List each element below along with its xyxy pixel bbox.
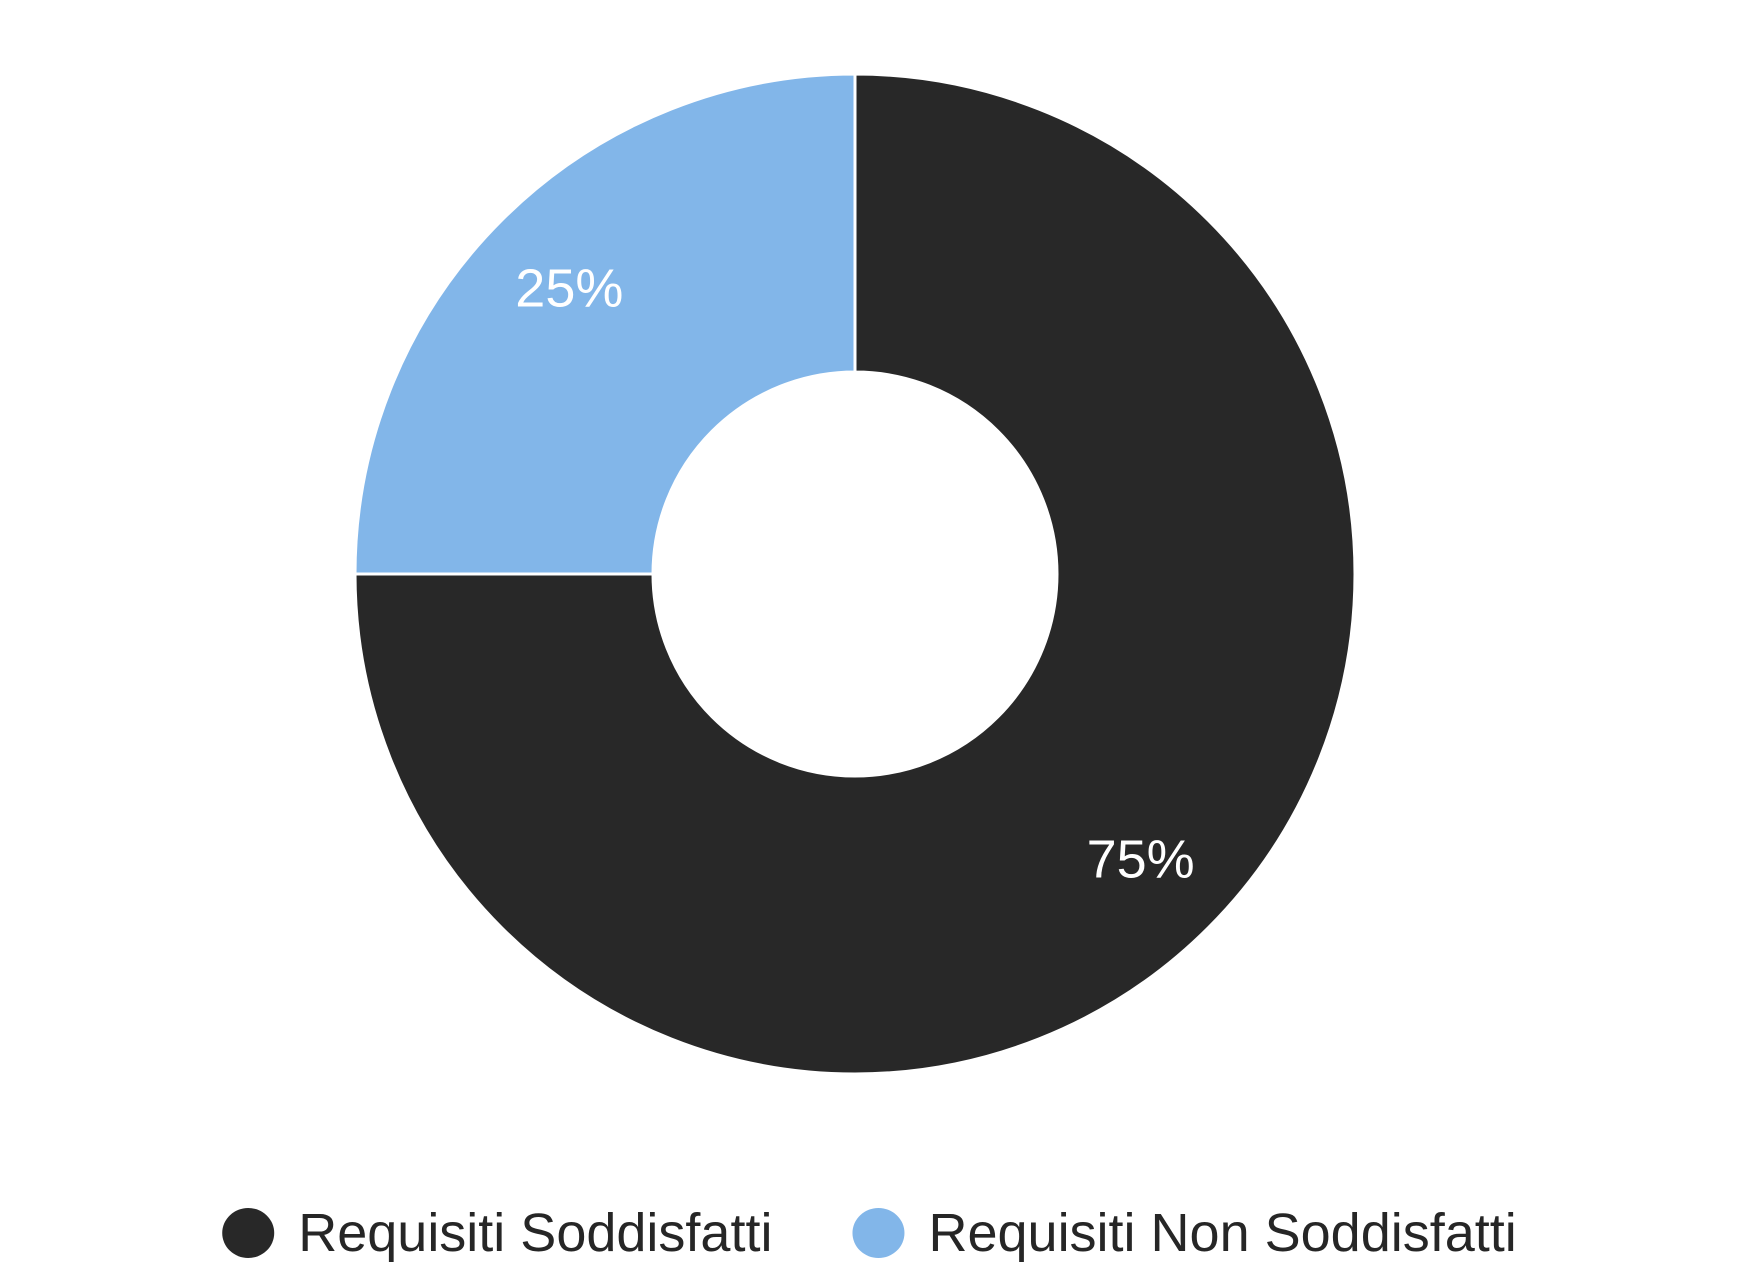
slice-label-requisiti-non-soddisfatti: 25%: [515, 258, 623, 318]
legend-label-requisiti-non-soddisfatti: Requisiti Non Soddisfatti: [928, 1203, 1516, 1263]
donut-slices: [353, 72, 1357, 1076]
slice-labels: 75% 25%: [515, 258, 1194, 889]
legend-marker-requisiti-non-soddisfatti: [852, 1208, 905, 1258]
legend-label-requisiti-soddisfatti: Requisiti Soddisfatti: [298, 1203, 772, 1263]
legend-marker-requisiti-soddisfatti: [222, 1208, 275, 1258]
slice-label-requisiti-soddisfatti: 75%: [1087, 830, 1195, 890]
legend-item-requisiti-soddisfatti[interactable]: Requisiti Soddisfatti: [222, 1203, 772, 1263]
slice-requisiti-soddisfatti[interactable]: [353, 72, 1357, 1076]
slice-requisiti-non-soddisfatti[interactable]: [353, 72, 857, 576]
legend: Requisiti Soddisfatti Requisiti Non Soddi…: [222, 1203, 1517, 1263]
legend-item-requisiti-non-soddisfatti[interactable]: Requisiti Non Soddisfatti: [852, 1203, 1517, 1263]
